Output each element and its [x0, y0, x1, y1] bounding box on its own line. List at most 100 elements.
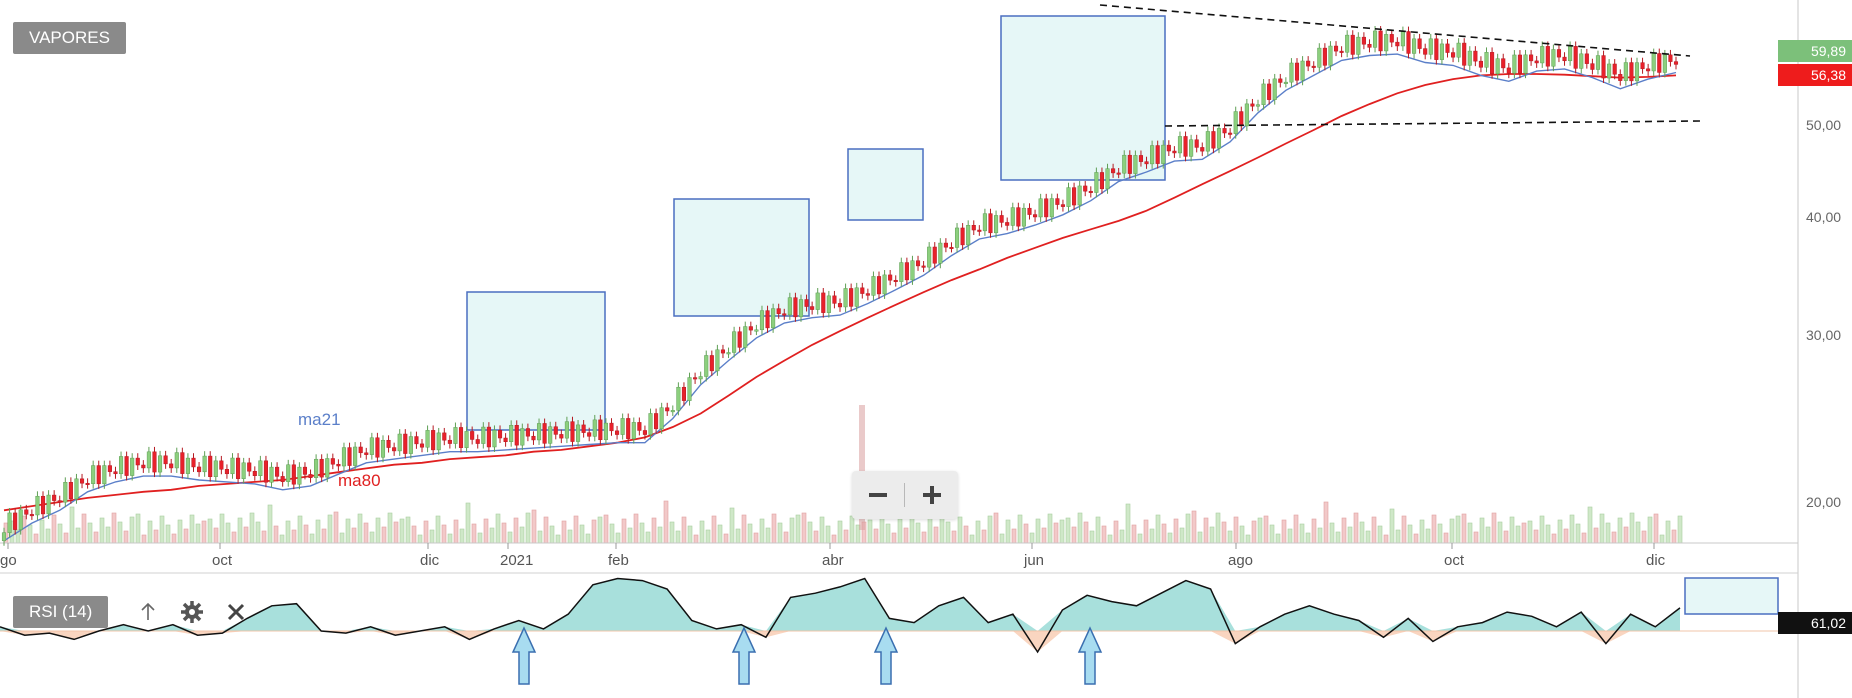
candle-body [626, 418, 631, 439]
candle-body [79, 478, 85, 484]
gear-icon[interactable] [178, 598, 206, 626]
volume-bar [615, 532, 621, 544]
volume-bar [177, 519, 183, 544]
candle-body [319, 458, 324, 478]
volume-bar [579, 524, 585, 544]
candle-body [1467, 50, 1472, 66]
candle-body [1333, 45, 1339, 52]
volume-bar [945, 521, 951, 544]
volume-bar [669, 521, 675, 544]
volume-bar [1179, 527, 1185, 544]
candle-body [1534, 60, 1539, 64]
volume-bar [1311, 518, 1317, 544]
candle-body [865, 293, 870, 296]
volume-bar [483, 518, 489, 544]
candle-body [1378, 30, 1383, 52]
candle-body [141, 464, 146, 469]
candle-body [1, 532, 7, 542]
candle-body [258, 460, 263, 476]
volume-bar [1347, 526, 1353, 544]
volume-bars [3, 500, 1683, 544]
candle-body [308, 474, 313, 478]
candlesticks [1, 26, 1679, 546]
candle-body [748, 326, 753, 331]
volume-bar [1167, 532, 1173, 544]
candle-body [135, 457, 140, 466]
volume-bar [531, 509, 537, 544]
volume-bar [1491, 512, 1497, 544]
zoom-in-button[interactable] [906, 471, 958, 519]
volume-bar [747, 523, 753, 544]
candle-body [1673, 61, 1679, 65]
candle-body [971, 225, 976, 231]
candle-body [1484, 52, 1489, 68]
candle-body [743, 326, 748, 348]
zoom-out-button[interactable] [852, 471, 904, 519]
x-tick-label: ago [1228, 552, 1253, 569]
rsi-indicator-badge[interactable]: RSI (14) [13, 596, 109, 628]
arrow-up-icon[interactable] [134, 598, 162, 626]
volume-bar [1509, 516, 1515, 544]
volume-bar [1629, 512, 1635, 544]
candle-body [436, 432, 441, 451]
volume-bar [813, 530, 819, 544]
candle-body [1579, 53, 1584, 69]
candle-body [475, 439, 480, 444]
candle-body [1049, 198, 1054, 218]
volume-bar [1431, 514, 1437, 544]
volume-bar [1263, 515, 1269, 544]
volume-bar [687, 525, 693, 544]
volume-bar [1287, 528, 1293, 544]
candle-body [1122, 154, 1127, 174]
candle-body [1662, 54, 1667, 73]
candle-body [180, 452, 185, 474]
volume-bar [375, 517, 381, 544]
volume-bar [69, 506, 75, 544]
ma80-price-tag: 56,38 [1778, 64, 1852, 86]
volume-bar [1593, 527, 1599, 544]
volume-bar [1209, 526, 1215, 544]
candle-body [904, 262, 909, 281]
candle-body [1194, 139, 1199, 148]
volume-bar [1275, 533, 1281, 544]
volume-bar [1269, 524, 1275, 544]
volume-bar [459, 528, 465, 544]
candle-body [698, 376, 703, 380]
close-icon[interactable] [222, 598, 250, 626]
volume-bar [231, 531, 237, 544]
candle-body [286, 464, 291, 482]
candle-body [330, 458, 335, 465]
triangle-trendlines [1099, 4, 1701, 127]
candle-body [1289, 62, 1294, 83]
volume-bar [663, 500, 669, 544]
candle-body [966, 225, 971, 246]
rsi-line [0, 577, 1681, 654]
candle-body [163, 455, 168, 465]
volume-bar [1089, 530, 1095, 544]
candle-body [102, 465, 107, 485]
volume-bar [705, 529, 711, 544]
volume-bar [1047, 513, 1053, 544]
candle-body [442, 432, 447, 441]
candle-body [1506, 67, 1511, 74]
candle-body [68, 482, 73, 500]
candle-body [1623, 62, 1628, 81]
volume-bar [1197, 531, 1203, 544]
volume-bar [1641, 530, 1647, 544]
volume-bar [1191, 510, 1197, 544]
candle-body [999, 215, 1004, 223]
candle-body [386, 439, 391, 448]
volume-bar [897, 518, 903, 544]
candle-body [587, 432, 592, 437]
candle-body [849, 288, 854, 307]
volume-bar [1323, 501, 1329, 544]
volume-bar [1299, 523, 1305, 544]
volume-bar [597, 516, 603, 544]
candle-body [464, 431, 469, 448]
volume-bar [561, 520, 567, 544]
candle-body [1473, 50, 1478, 62]
candle-body [1216, 128, 1222, 149]
candle-body [1244, 103, 1249, 127]
volume-bar [171, 533, 177, 544]
